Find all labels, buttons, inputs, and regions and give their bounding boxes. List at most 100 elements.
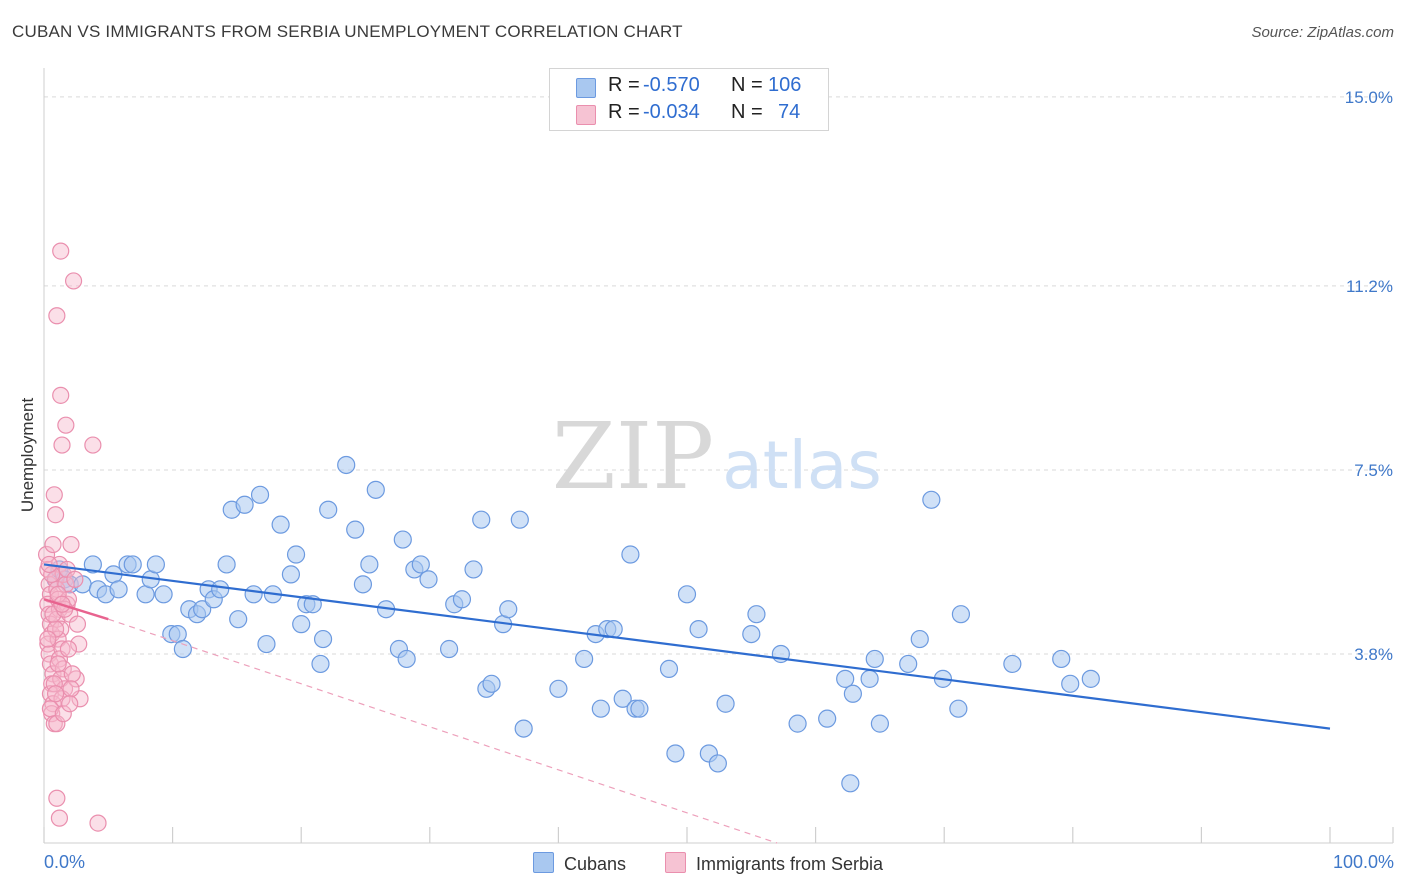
serbia-point <box>66 570 84 588</box>
watermark-atlas: atlas <box>722 427 882 504</box>
cubans-point <box>353 575 373 594</box>
cubans-point <box>910 629 929 649</box>
cubans-point <box>286 545 306 564</box>
serbia-point <box>48 307 66 325</box>
cubans-point <box>949 699 968 718</box>
cubans-point <box>677 585 697 604</box>
cubans-point <box>292 615 311 634</box>
cubans-point <box>899 654 918 674</box>
y-tick-label: 3.8% <box>1354 645 1393 664</box>
cubans-point <box>870 714 890 733</box>
cubans-point <box>193 600 212 619</box>
legend-serbia: Immigrants from Serbia <box>665 852 883 875</box>
cubans-point <box>146 555 165 574</box>
serbia-point <box>48 715 66 733</box>
serbia-point <box>62 535 80 554</box>
cubans-point <box>951 605 971 624</box>
serbia-point <box>63 665 81 683</box>
cubans-point <box>922 490 941 509</box>
cubans-point <box>689 620 708 639</box>
r-label: R = <box>608 74 640 96</box>
serbia-point <box>49 655 67 673</box>
trend-lines <box>43 563 1331 844</box>
cubans-point <box>464 560 483 579</box>
serbia-point <box>62 680 80 698</box>
y-tick-label: 7.5% <box>1354 461 1393 480</box>
cubans-point <box>393 530 412 549</box>
serbia-point <box>57 416 75 434</box>
cubans-point <box>659 659 679 679</box>
watermark: ZIP atlas <box>552 403 882 510</box>
cubans-point <box>229 610 248 629</box>
cubans-point <box>257 634 276 654</box>
cubans-point <box>313 629 333 649</box>
cubans-point <box>452 590 472 609</box>
cubans-point <box>311 654 330 674</box>
serbia-point <box>53 436 71 454</box>
cubans-point <box>271 515 290 534</box>
serbia-point <box>37 545 56 564</box>
cubans-point <box>591 699 610 718</box>
cubans-point <box>346 520 365 539</box>
cubans-series <box>46 455 1100 793</box>
cubans-point <box>708 754 727 773</box>
cubans-point <box>1061 674 1080 693</box>
chart-title: CUBAN VS IMMIGRANTS FROM SERBIA UNEMPLOY… <box>12 22 683 41</box>
cubans-point <box>397 649 416 669</box>
cubans-point <box>482 674 501 693</box>
cubans-point <box>621 545 640 564</box>
y-tick-label: 15.0% <box>1345 88 1393 107</box>
cubans-point <box>818 709 837 728</box>
cubans-point <box>244 585 263 604</box>
source-label: Source: ZipAtlas.com <box>1251 24 1394 41</box>
cubans-point <box>217 555 236 574</box>
cubans-point <box>173 639 192 659</box>
cubans-point <box>841 774 860 793</box>
serbia-point <box>54 705 72 723</box>
serbia-point <box>68 615 87 633</box>
serbia-point <box>54 660 72 678</box>
serbia-swatch <box>576 105 596 125</box>
watermark-zip: ZIP <box>552 403 714 510</box>
cubans-point <box>843 684 862 703</box>
legend-cubans-swatch <box>533 852 554 873</box>
cubans-point <box>1081 669 1100 688</box>
serbia-point <box>52 242 70 260</box>
serbia-point <box>52 620 70 638</box>
serbia-point <box>41 700 60 718</box>
cubans-point <box>860 669 879 688</box>
cubans-point <box>510 510 529 529</box>
cubans-point <box>472 510 491 529</box>
serbia-point <box>70 635 88 653</box>
gridlines <box>44 96 1395 655</box>
x-tick-min: 0.0% <box>44 852 86 872</box>
n-value: 74 <box>778 101 801 123</box>
cubans-point <box>1003 654 1022 674</box>
r-value: -0.034 <box>643 101 700 123</box>
cubans-point <box>613 689 632 708</box>
cubans-point <box>865 649 884 669</box>
cubans-point <box>154 585 173 604</box>
serbia-trend-line <box>43 598 109 621</box>
cubans-point <box>836 669 855 688</box>
cubans-point <box>742 624 761 644</box>
serbia-series <box>37 242 107 832</box>
r-label: R = <box>608 101 640 123</box>
legend-cubans-label: Cubans <box>564 854 627 874</box>
serbia-trend-extension <box>108 618 778 844</box>
cubans-point <box>716 694 735 713</box>
cubans-trend-line <box>43 563 1331 730</box>
n-value: 106 <box>768 74 802 96</box>
serbia-point <box>55 680 74 698</box>
cubans-point <box>514 719 533 738</box>
serbia-point <box>48 789 66 807</box>
cubans-point <box>211 580 230 599</box>
cubans-point <box>549 679 568 698</box>
cubans-point <box>123 555 142 574</box>
cubans-point <box>666 744 685 763</box>
serbia-point <box>45 486 63 504</box>
cubans-point <box>1052 649 1071 669</box>
cubans-point <box>575 649 594 669</box>
cubans-point <box>337 455 356 475</box>
